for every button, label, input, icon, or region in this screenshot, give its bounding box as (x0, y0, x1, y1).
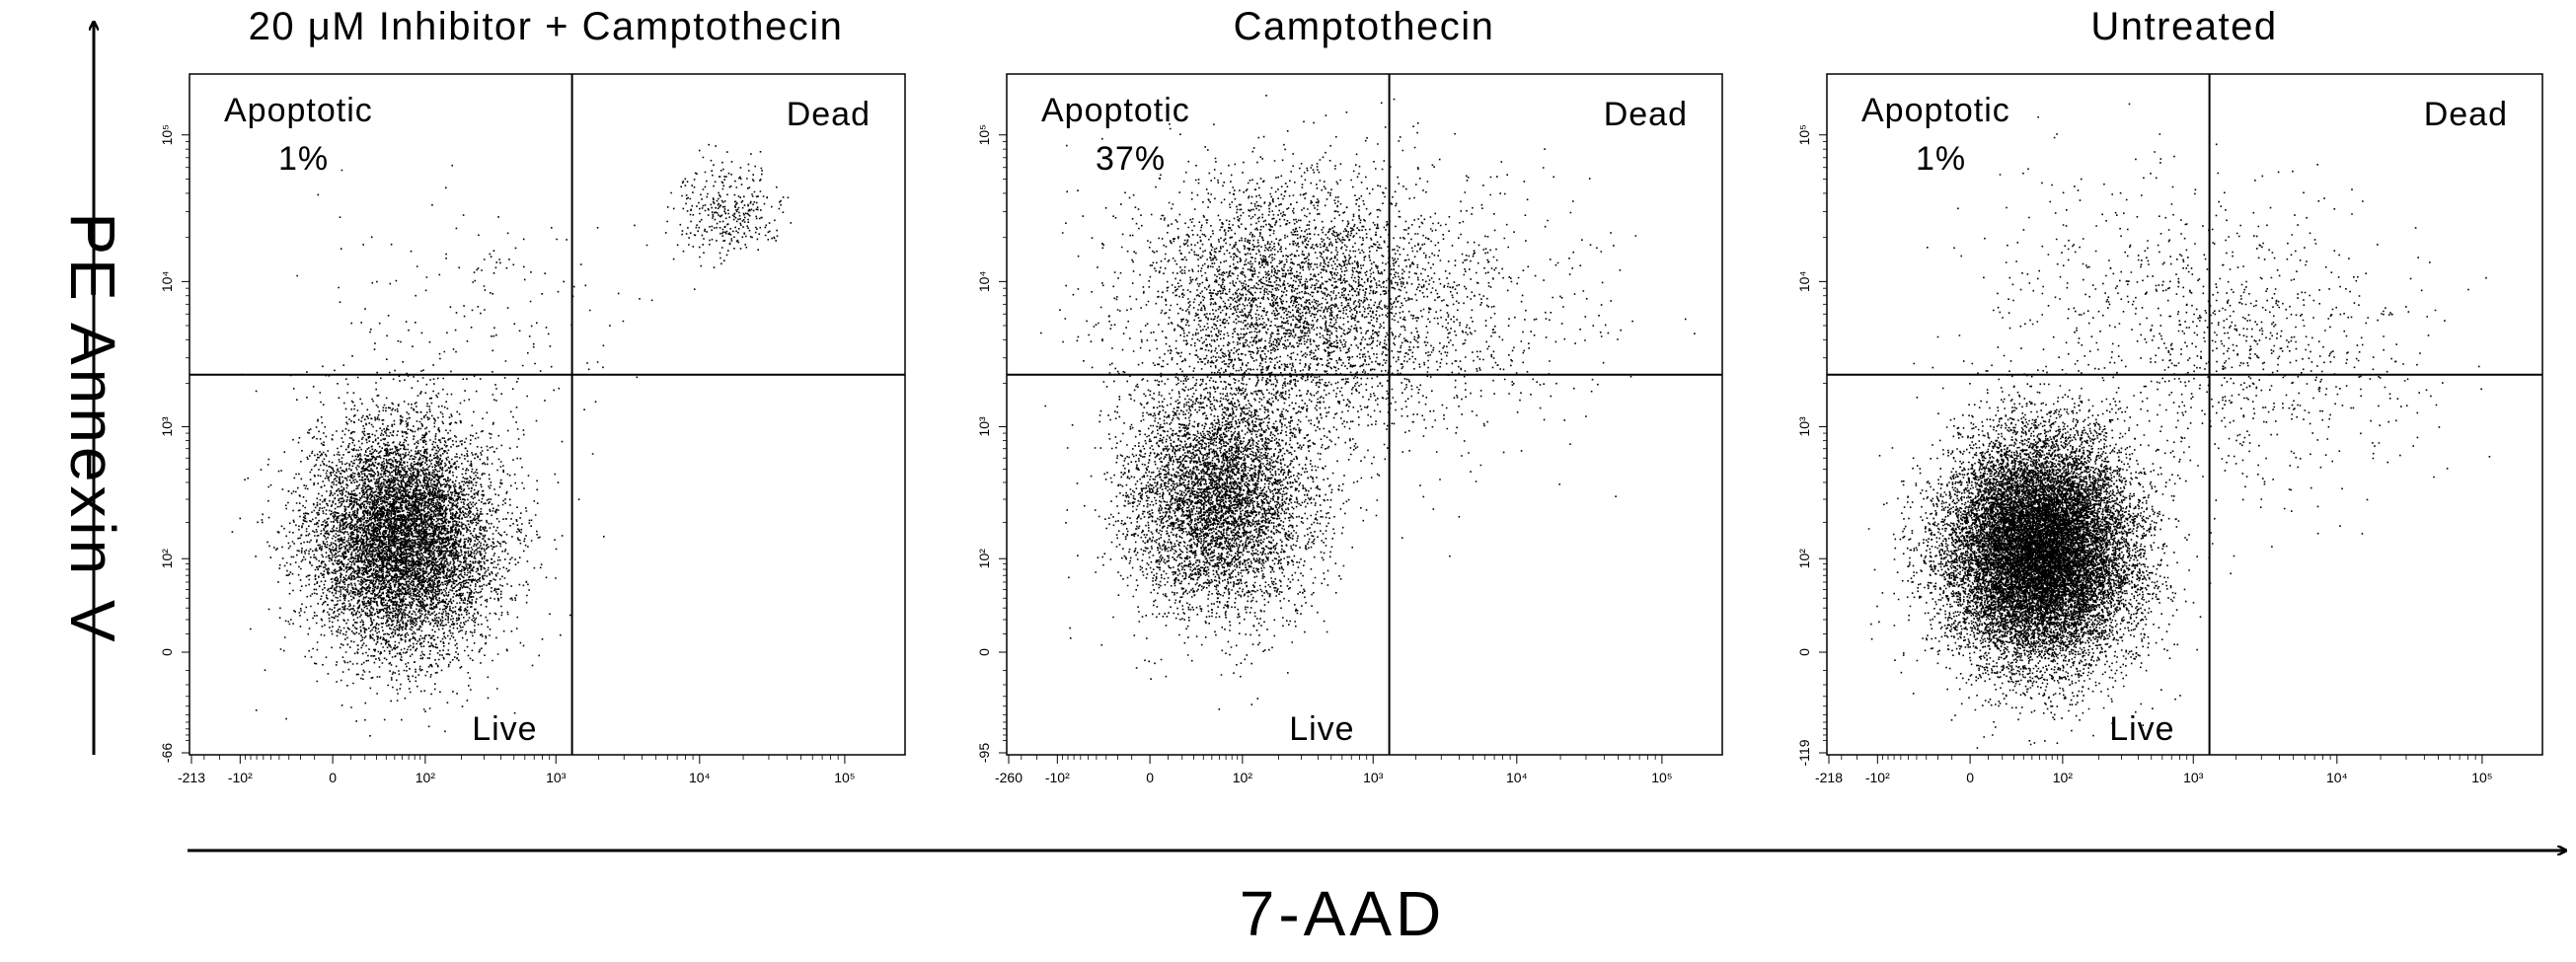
quadrant-percent-apoptotic: 1% (278, 140, 329, 178)
y-tick-label: 10³ (1796, 416, 1812, 437)
panel-3: Untreated Apoptotic 1% Dead Live -218 -10² 0 10²… (1796, 5, 2543, 785)
x-tick-label: 10⁵ (834, 770, 855, 785)
quadrant-label-apoptotic: Apoptotic (1041, 92, 1190, 129)
x-tick-label: 10² (2053, 770, 2074, 785)
x-tick-label: 10⁴ (689, 770, 711, 785)
y-tick-label: 10⁵ (159, 124, 175, 145)
x-tick-label: 10⁵ (1651, 770, 1672, 785)
quadrant-label-live: Live (472, 710, 537, 748)
event-dot-cloud (1040, 95, 1696, 710)
plot-frame (1006, 73, 1723, 756)
x-tick-label: 0 (1966, 770, 1974, 785)
y-tick-label: 10⁵ (1796, 124, 1812, 145)
y-axis-ticks: -119 0 10² 10³ 10⁴ 10⁵ (1796, 124, 1827, 766)
quadrant-label-dead: Dead (2424, 96, 2508, 133)
event-dot-cloud (1867, 103, 2491, 749)
x-tick-label: 10⁴ (1506, 770, 1528, 785)
panel-1: 20 μM Inhibitor + Camptothecin Apoptotic 1… (159, 5, 906, 785)
quadrant-label-apoptotic: Apoptotic (1861, 92, 2010, 129)
x-tick-label: 10³ (1363, 770, 1384, 785)
y-tick-label: 0 (1796, 648, 1812, 656)
y-tick-label: 10³ (976, 416, 992, 437)
y-tick-label: -95 (976, 743, 992, 763)
panel-title: Camptothecin (1234, 5, 1495, 48)
x-tick-label: -10² (228, 770, 253, 785)
y-tick-label: 10⁵ (976, 124, 992, 145)
quadrant-label-apoptotic: Apoptotic (224, 92, 373, 129)
x-tick-label: -10² (1865, 770, 1890, 785)
panel-2: Camptothecin Apoptotic 37% Dead Live -260 -10²… (976, 5, 1723, 785)
y-tick-label: 10² (159, 549, 175, 569)
x-tick-label: -213 (178, 770, 205, 785)
y-tick-label: 10² (976, 549, 992, 569)
event-dots (1040, 95, 1696, 710)
y-tick-label: 10³ (159, 416, 175, 437)
x-tick-label: 10³ (546, 770, 567, 785)
x-axis-ticks: -260 -10² 0 10² 10³ 10⁴ 10⁵ (995, 755, 1673, 785)
x-tick-label: -218 (1815, 770, 1843, 785)
panel-title: 20 μM Inhibitor + Camptothecin (249, 5, 844, 48)
x-tick-label: 10³ (2183, 770, 2204, 785)
x-tick-label: 0 (1146, 770, 1154, 785)
y-tick-label: 10⁴ (976, 271, 992, 293)
panel-title: Untreated (2090, 5, 2277, 48)
y-tick-label: 10⁴ (1796, 271, 1812, 293)
y-tick-label: 0 (976, 648, 992, 656)
y-tick-label: -119 (1796, 739, 1812, 766)
quadrant-label-dead: Dead (787, 96, 871, 133)
x-tick-label: 10² (1233, 770, 1253, 785)
event-dots (231, 143, 793, 737)
y-axis-ticks: -95 0 10² 10³ 10⁴ 10⁵ (976, 124, 1007, 763)
y-axis-label: PE Annexin V (57, 212, 128, 645)
x-axis-label: 7-AAD (1240, 878, 1446, 949)
y-axis-ticks: -66 0 10² 10³ 10⁴ 10⁵ (159, 124, 189, 763)
x-tick-label: -260 (995, 770, 1023, 785)
quadrant-label-dead: Dead (1604, 96, 1688, 133)
x-tick-label: 0 (329, 770, 337, 785)
quadrant-label-live: Live (2109, 710, 2174, 748)
quadrant-label-live: Live (1289, 710, 1354, 748)
plot-frame (1826, 73, 2543, 756)
x-tick-label: -10² (1045, 770, 1070, 785)
x-axis-ticks: -218 -10² 0 10² 10³ 10⁴ 10⁵ (1815, 755, 2493, 785)
y-tick-label: 0 (159, 648, 175, 656)
x-tick-label: 10⁵ (2471, 770, 2492, 785)
quadrant-percent-apoptotic: 1% (1916, 140, 1966, 178)
x-tick-label: 10² (416, 770, 436, 785)
x-axis-ticks: -213 -10² 0 10² 10³ 10⁴ 10⁵ (178, 755, 856, 785)
y-tick-label: 10² (1796, 549, 1812, 569)
y-tick-label: -66 (159, 743, 175, 763)
event-dot-cloud (231, 143, 793, 737)
event-dots (1867, 103, 2491, 749)
quadrant-percent-apoptotic: 37% (1096, 140, 1166, 178)
y-tick-label: 10⁴ (159, 271, 175, 293)
x-tick-label: 10⁴ (2326, 770, 2348, 785)
plot-frame (189, 73, 906, 756)
